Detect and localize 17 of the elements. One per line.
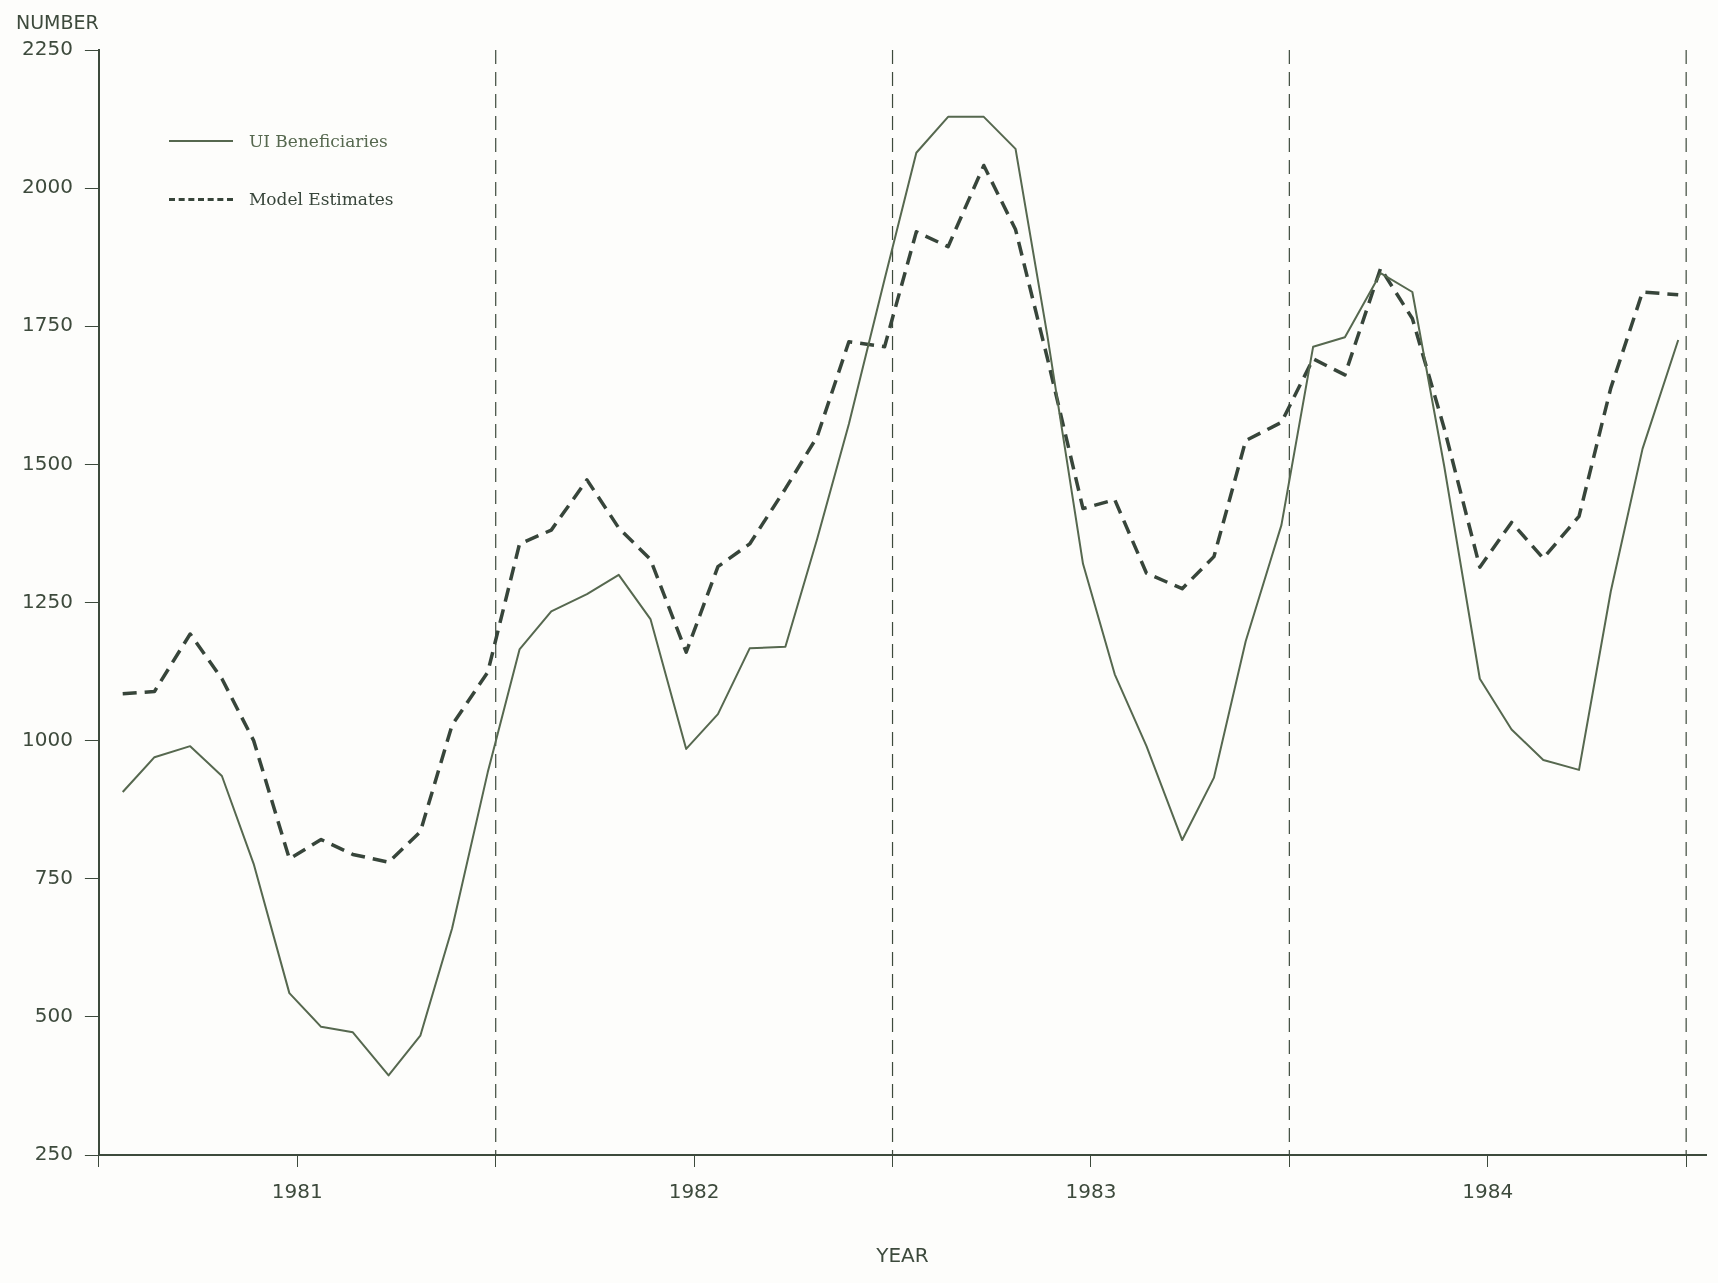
x-tick-label: 1984 xyxy=(1462,1179,1514,1204)
legend-label: Model Estimates xyxy=(248,189,394,209)
y-tick-label: 1250 xyxy=(21,588,73,613)
y-axis-title: NUMBER xyxy=(16,11,99,34)
y-tick-label: 500 xyxy=(34,1003,73,1028)
y-tick-label: 1000 xyxy=(21,726,73,751)
y-tick-label: 1500 xyxy=(21,450,73,475)
y-tick-label: 1750 xyxy=(21,312,73,337)
y-tick-label: 250 xyxy=(34,1141,73,1166)
x-axis-title: YEAR xyxy=(875,1243,929,1268)
y-tick-label: 2250 xyxy=(21,36,73,61)
legend-label: UI Beneficiaries xyxy=(248,131,388,151)
x-tick-label: 1983 xyxy=(1065,1179,1117,1204)
y-tick-label: 2000 xyxy=(21,174,73,199)
x-tick-label: 1982 xyxy=(668,1179,720,1204)
x-tick-label: 1981 xyxy=(271,1179,323,1204)
y-tick-label: 750 xyxy=(34,864,73,889)
